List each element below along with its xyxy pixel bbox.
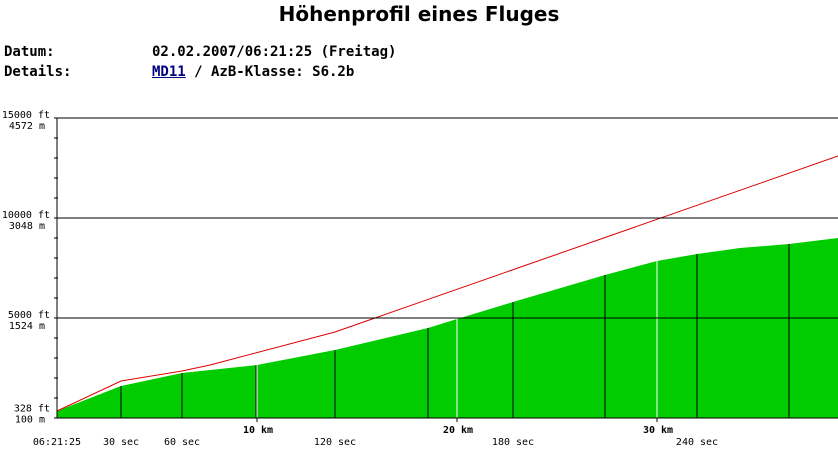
y-tick-label-m: 100 m — [15, 414, 45, 425]
time-tick-label: 180 sec — [492, 437, 534, 448]
time-tick-label: 30 sec — [103, 437, 139, 448]
reference-line — [56, 155, 838, 412]
y-tick-label-m: 3048 m — [9, 221, 45, 232]
y-tick-label-ft: 10000 ft — [2, 210, 50, 221]
details-row: Details: MD11 / AzB-Klasse: S6.2b — [4, 64, 354, 80]
date-row: Datum: 02.02.2007/06:21:25 (Freitag) — [4, 44, 396, 60]
altitude-area — [57, 238, 838, 418]
x-tick-label: 30 km — [643, 425, 673, 436]
details-value: / AzB-Klasse: S6.2b — [185, 64, 355, 80]
y-tick-label-ft: 5000 ft — [8, 310, 50, 321]
y-tick-label-ft: 328 ft — [14, 403, 50, 414]
x-tick-label: 10 km — [243, 425, 273, 436]
y-tick-label-m: 1524 m — [9, 321, 45, 332]
page-title: Höhenprofil eines Fluges — [278, 2, 560, 26]
y-tick-label-m: 4572 m — [9, 121, 45, 132]
time-tick-label: 06:21:25 — [33, 437, 81, 448]
date-label: Datum: — [4, 44, 55, 60]
y-tick-label-ft: 15000 ft — [2, 110, 50, 121]
date-value: 02.02.2007/06:21:25 (Freitag) — [152, 44, 397, 60]
time-tick-label: 60 sec — [164, 437, 200, 448]
details-label: Details: — [4, 64, 72, 80]
time-tick-label: 240 sec — [676, 437, 718, 448]
aircraft-link[interactable]: MD11 — [152, 64, 186, 80]
x-tick-label: 20 km — [443, 425, 473, 436]
time-tick-label: 120 sec — [314, 437, 356, 448]
